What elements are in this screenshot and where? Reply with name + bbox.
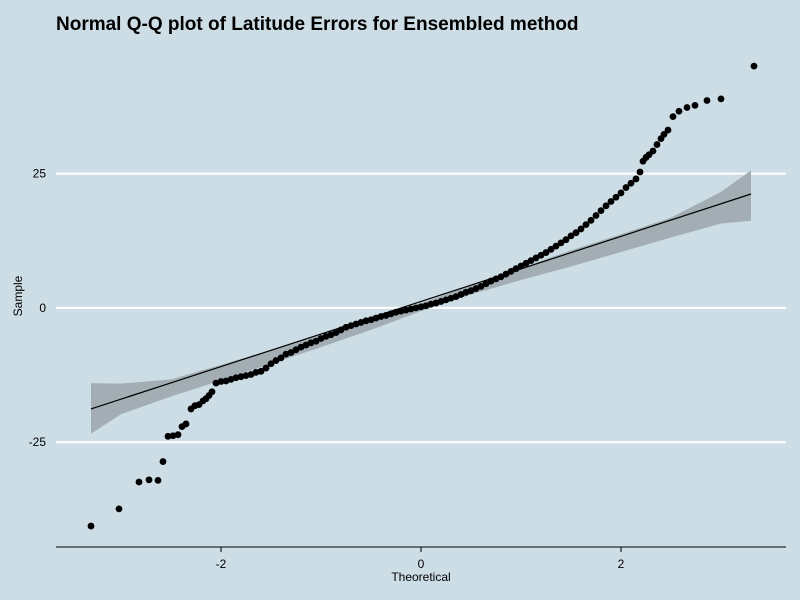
- data-point: [337, 326, 345, 334]
- x-tick-label: 2: [618, 557, 625, 571]
- data-point: [522, 259, 530, 267]
- x-tick-label: -2: [216, 557, 227, 571]
- data-point: [587, 216, 595, 224]
- data-point: [527, 257, 535, 265]
- data-point: [272, 357, 280, 364]
- data-point: [582, 221, 590, 229]
- data-point: [208, 388, 216, 396]
- data-point: [592, 212, 600, 219]
- y-axis-title: Sample: [11, 275, 25, 316]
- data-point: [675, 107, 683, 115]
- data-point: [683, 104, 691, 111]
- data-point: [750, 62, 758, 70]
- data-point: [497, 273, 505, 281]
- data-point: [653, 141, 661, 148]
- data-point: [164, 432, 172, 440]
- data-point: [669, 113, 677, 121]
- data-point: [572, 229, 580, 237]
- data-point: [517, 262, 525, 270]
- data-point: [622, 184, 630, 191]
- data-point: [287, 349, 295, 356]
- data-point: [267, 360, 275, 368]
- data-point: [537, 251, 545, 259]
- data-point: [262, 364, 270, 372]
- data-point: [557, 239, 565, 247]
- data-point: [482, 280, 490, 288]
- y-tick-label: 25: [33, 167, 47, 181]
- data-point: [277, 354, 285, 362]
- data-point: [507, 267, 515, 275]
- data-point: [660, 130, 668, 138]
- y-ticks: -25 0 25: [29, 167, 47, 450]
- data-point: [577, 225, 585, 233]
- confidence-band: [91, 170, 751, 434]
- data-point: [145, 476, 153, 484]
- data-point: [87, 522, 95, 530]
- data-point: [632, 175, 640, 183]
- data-point: [664, 126, 672, 134]
- data-point: [542, 249, 550, 256]
- data-point: [332, 329, 340, 337]
- data-point: [597, 207, 605, 215]
- confidence-band-group: [91, 170, 751, 434]
- y-tick-label: 0: [39, 301, 46, 315]
- data-point: [703, 97, 711, 104]
- data-point: [159, 458, 167, 465]
- data-point: [627, 179, 635, 187]
- data-point: [691, 101, 699, 109]
- data-point: [154, 476, 162, 484]
- data-points: [87, 62, 758, 530]
- data-point: [717, 95, 725, 103]
- data-point: [607, 198, 615, 205]
- data-point: [567, 232, 575, 240]
- x-tick-label: 0: [418, 557, 425, 571]
- data-point: [649, 147, 657, 155]
- reference-line: [90, 193, 752, 410]
- data-point: [512, 265, 520, 273]
- chart-title: Normal Q-Q plot of Latitude Errors for E…: [56, 14, 579, 35]
- y-tick-label: -25: [29, 435, 47, 449]
- data-point: [636, 168, 644, 176]
- data-point: [292, 346, 300, 354]
- data-point: [182, 420, 190, 428]
- data-point: [135, 478, 143, 486]
- data-point: [612, 193, 620, 201]
- data-point: [257, 367, 265, 375]
- data-point: [562, 236, 570, 244]
- data-point: [547, 245, 555, 253]
- x-axis-title: Theoretical: [391, 570, 450, 584]
- x-ticks: -2 0 2: [216, 547, 625, 571]
- data-point: [217, 378, 225, 385]
- data-point: [502, 270, 510, 278]
- data-point: [115, 505, 123, 513]
- data-point: [174, 431, 182, 439]
- data-point: [617, 189, 625, 197]
- reference-line-group: [90, 193, 752, 410]
- data-point: [312, 337, 320, 345]
- data-point: [552, 242, 560, 250]
- data-point: [477, 283, 485, 290]
- data-point: [532, 254, 540, 262]
- data-point: [602, 202, 610, 210]
